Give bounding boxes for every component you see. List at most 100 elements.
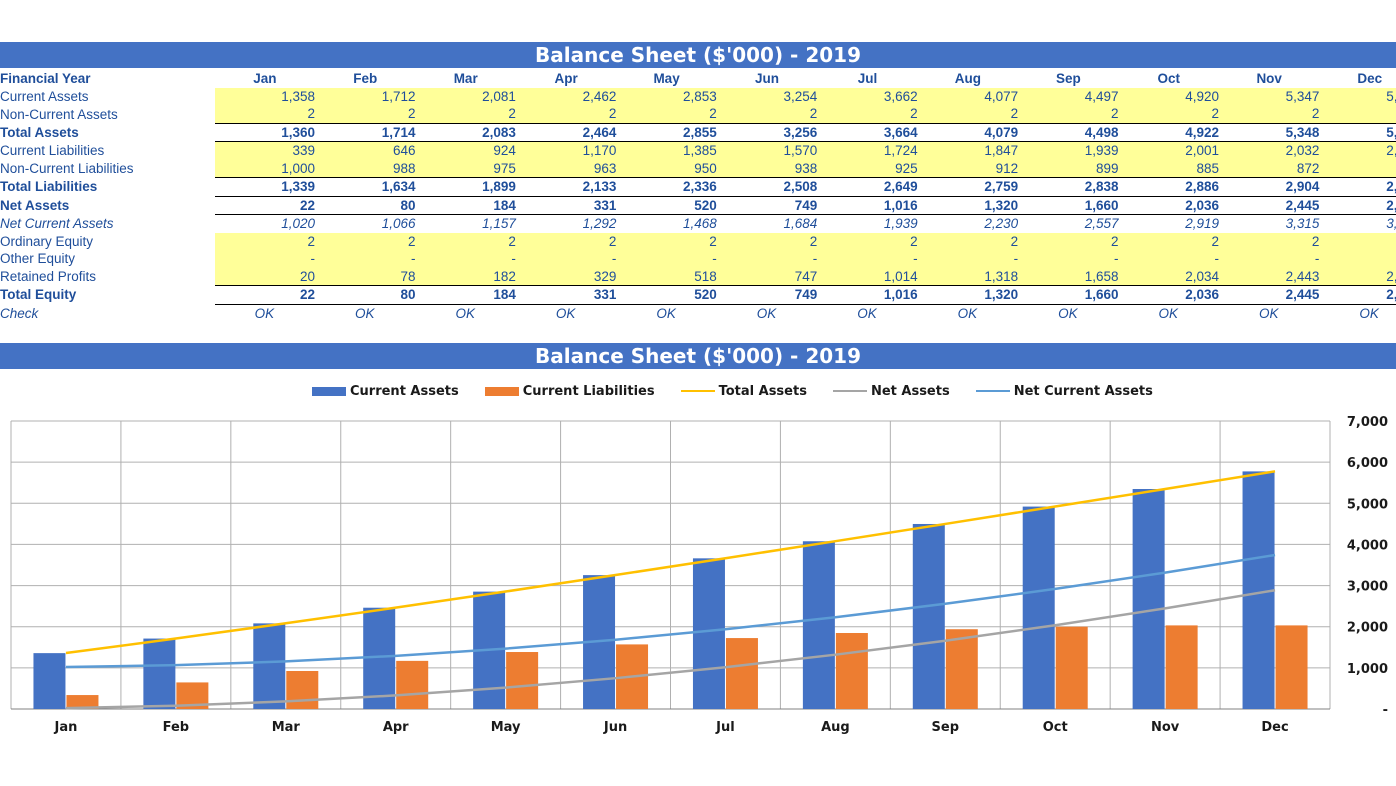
- table-cell: 182: [415, 267, 516, 286]
- table-cell: 1,634: [315, 177, 416, 197]
- table-cell: 1,000: [214, 159, 316, 178]
- table-cell: 872: [1218, 159, 1320, 178]
- month-header: Feb: [353, 71, 378, 87]
- table-cell: -: [817, 250, 918, 268]
- table-row: Ordinary Equity222222222222: [0, 232, 1396, 250]
- table-cell: 80: [315, 196, 416, 215]
- table-cell: 22: [214, 196, 316, 215]
- table-row: Current Liabilities 339 646 924 1,170 1,385 1,…: [0, 141, 1396, 160]
- bar-current-assets: [143, 638, 176, 709]
- table-cell: -: [716, 250, 818, 268]
- x-tick-label: Feb: [163, 720, 189, 735]
- bar-current-assets: [1022, 506, 1055, 709]
- y-tick-label: 1,000: [1347, 662, 1388, 677]
- table-cell: 2: [1118, 105, 1219, 123]
- table-cell: 2: [917, 232, 1019, 250]
- table-cell: 2: [716, 232, 818, 250]
- bar-current-liabilities: [1055, 626, 1088, 709]
- table-cell: 2: [315, 105, 416, 123]
- table-cell: 749: [716, 285, 818, 305]
- table-cell: 3,254: [716, 87, 818, 105]
- table-cell: OK: [957, 305, 978, 321]
- table-cell: 2,036: [1118, 196, 1219, 215]
- table-cell: 2: [1018, 232, 1119, 250]
- table-cell: 2,083: [415, 122, 516, 142]
- table-cell: 1,157: [482, 216, 516, 232]
- bar-current-liabilities: [1165, 625, 1198, 709]
- bar-current-assets: [802, 541, 835, 709]
- x-tick-label: Jan: [54, 720, 78, 735]
- row-label: Non-Current Liabilities: [0, 161, 134, 176]
- x-tick-label: Oct: [1043, 720, 1068, 735]
- y-tick-label: 5,000: [1347, 497, 1388, 512]
- table-cell: 184: [415, 285, 516, 305]
- table-cell: 1,016: [817, 285, 918, 305]
- bar-current-liabilities: [506, 652, 539, 709]
- table-cell: 925: [817, 159, 918, 178]
- table-cell: OK: [455, 305, 475, 321]
- table-cell: 339: [214, 141, 316, 160]
- table-cell: 2,032: [1218, 141, 1320, 160]
- table-cell: 1,318: [917, 267, 1019, 286]
- table-cell: 2,133: [515, 177, 617, 197]
- table-cell: -: [415, 250, 516, 268]
- table-cell: 1,360: [214, 122, 316, 142]
- table-cell: 2,919: [1185, 216, 1219, 232]
- row-label: Total Liabilities: [0, 179, 98, 195]
- bar-current-liabilities: [286, 670, 319, 709]
- table-cell: 2: [616, 232, 717, 250]
- legend-swatch: [312, 386, 346, 396]
- row-label: Check: [0, 305, 39, 321]
- table-cell: 2,853: [616, 87, 717, 105]
- table-cell: OK: [1359, 305, 1379, 321]
- table-cell: 1,385: [616, 141, 717, 160]
- table-cell: 2,036: [1118, 285, 1219, 305]
- legend-label: Current Liabilities: [522, 383, 655, 399]
- legend-label: Net Assets: [870, 383, 950, 399]
- table-row: Non-Current Assets222222222222: [0, 105, 1396, 123]
- table-cell: 963: [515, 159, 617, 178]
- table-cell: 518: [616, 267, 717, 286]
- table-cell: 2,887: [1319, 285, 1396, 305]
- table-row: Other Equity------------: [0, 250, 1396, 268]
- legend-swatch: [832, 390, 867, 392]
- row-label: Current Assets: [0, 88, 89, 104]
- table-cell: 3,256: [716, 122, 818, 142]
- x-tick-label: Jun: [603, 720, 627, 735]
- month-header: Dec: [1357, 71, 1383, 87]
- month-header: Mar: [453, 71, 478, 87]
- table-cell: 20: [214, 267, 316, 286]
- table-cell: 5,777: [1319, 122, 1396, 142]
- table-cell: 2: [515, 105, 617, 123]
- table-cell: 2,462: [515, 87, 617, 105]
- row-label: Other Equity: [0, 251, 76, 267]
- table-row: Retained Profits 20 78 182 329 518 747 1,014 1,3…: [0, 267, 1396, 286]
- table-cell: 22: [214, 285, 316, 305]
- table-cell: 1,066: [381, 216, 416, 232]
- table-cell: OK: [1058, 305, 1078, 321]
- table-cell: 520: [616, 196, 717, 215]
- table-cell: 2,001: [1118, 141, 1219, 160]
- table-cell: 2: [1018, 105, 1119, 123]
- month-header: Sep: [1055, 71, 1081, 87]
- bar-current-assets: [253, 623, 286, 709]
- table-cell: 1,320: [917, 196, 1019, 215]
- table-cell: 331: [515, 285, 617, 305]
- y-tick-label: 4,000: [1347, 538, 1388, 553]
- table-row: Non-Current Liabilities 1,000 988 975 963 950…: [0, 159, 1396, 178]
- table-cell: 2: [1218, 232, 1320, 250]
- table-cell: 2,649: [817, 177, 918, 197]
- legend-item: Current Assets: [312, 384, 459, 399]
- table-cell: -: [616, 250, 717, 268]
- x-tick-label: Sep: [932, 720, 960, 735]
- table-row: Total Equity 22 80 184 331 520 749 1,016 1,320 1,…: [0, 285, 1396, 305]
- table-cell: 4,922: [1118, 122, 1219, 142]
- table-cell: -: [917, 250, 1019, 268]
- table-cell: 2: [817, 232, 918, 250]
- table-cell: 912: [917, 159, 1019, 178]
- table-cell: 5,775: [1319, 87, 1396, 105]
- bar-current-assets: [33, 653, 66, 709]
- table-cell: 2,759: [917, 177, 1019, 197]
- table-cell: 2,885: [1319, 267, 1396, 286]
- legend-swatch: [484, 386, 519, 396]
